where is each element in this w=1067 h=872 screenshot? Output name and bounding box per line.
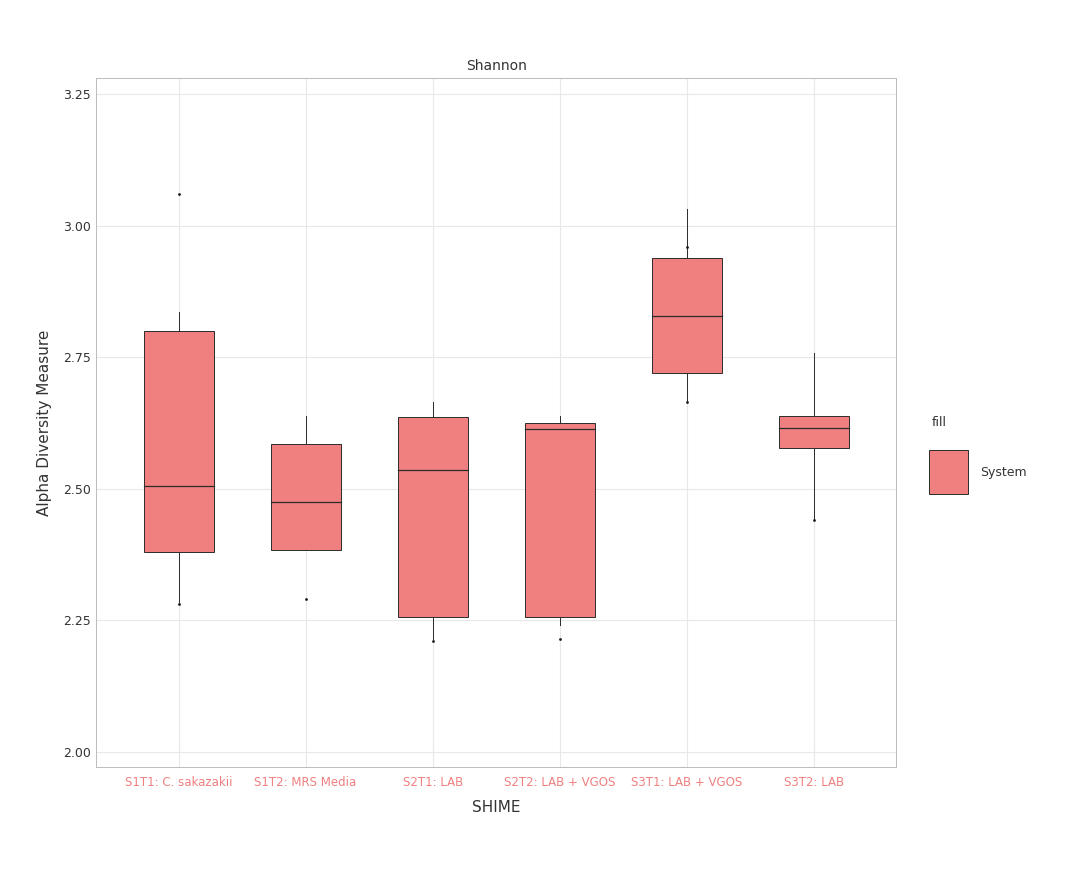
Bar [144, 330, 213, 552]
Bar [652, 258, 721, 373]
X-axis label: SHIME: SHIME [472, 800, 521, 814]
Bar [398, 417, 467, 617]
Text: fill: fill [931, 416, 946, 429]
Y-axis label: Alpha Diversity Measure: Alpha Diversity Measure [37, 330, 52, 516]
Bar [525, 423, 594, 617]
Bar [928, 451, 968, 494]
Text: System: System [980, 466, 1026, 479]
Bar [779, 416, 848, 448]
Text: Shannon: Shannon [465, 59, 527, 73]
Bar [271, 444, 340, 550]
